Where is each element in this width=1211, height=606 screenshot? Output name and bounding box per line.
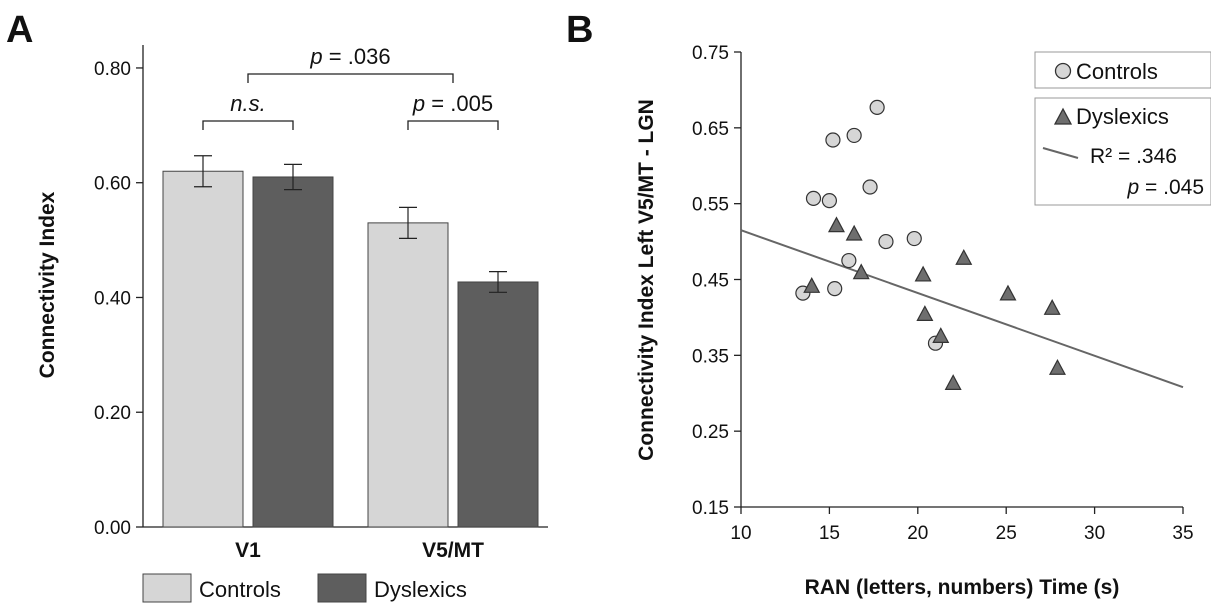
- significance-bracket: [202, 120, 294, 130]
- panel-b: B Connectivity Index Left V5/MT - LGN RA…: [566, 9, 1211, 599]
- b-x-tick-label: 25: [996, 523, 1017, 544]
- legend-triangle-icon: [1053, 107, 1073, 125]
- point-dyslexics: [803, 277, 821, 293]
- bar-dyslexics-v5-mt: [457, 281, 539, 528]
- significance-label: p = .005: [412, 91, 493, 116]
- panel-b-legend: Controls Dyslexics R² = .346 p = .045: [1034, 51, 1211, 206]
- p-value: = .036: [323, 44, 391, 69]
- b-x-tick-label: 10: [730, 523, 751, 544]
- b-y-tick-label: 0.65: [692, 119, 729, 140]
- b-y-tick-label: 0.35: [692, 346, 729, 367]
- point-dyslexics: [827, 216, 845, 233]
- b-x-tick-label: 20: [907, 523, 928, 544]
- panel-a-categories: V1 V5/MT: [235, 539, 484, 562]
- b-y-tick-label: 0.75: [692, 43, 729, 64]
- legend-p-value: = .045: [1139, 176, 1204, 199]
- bar-controls-v1: [162, 170, 244, 528]
- point-dyslexics: [852, 263, 870, 280]
- panel-b-x-axis-title: RAN (letters, numbers) Time (s): [805, 576, 1120, 599]
- significance-label: p = .036: [309, 44, 390, 69]
- point-dyslexics: [932, 327, 950, 343]
- point-dyslexics: [1048, 358, 1066, 375]
- a-y-tick-label: 0.00: [94, 518, 131, 539]
- b-y-tick-label: 0.25: [692, 422, 729, 443]
- b-y-tick-label: 0.15: [692, 498, 729, 519]
- category-label: V1: [235, 539, 261, 562]
- b-x-tick-label: 30: [1084, 523, 1105, 544]
- panel-b-y-axis-title: Connectivity Index Left V5/MT - LGN: [635, 99, 658, 461]
- b-x-tick-label: 35: [1172, 523, 1193, 544]
- significance-label: n.s.: [230, 91, 265, 116]
- panel-a-letter: A: [6, 9, 33, 51]
- fit-line: [740, 229, 1184, 389]
- a-y-tick-label: 0.40: [94, 288, 131, 309]
- point-dyslexics: [1043, 299, 1061, 315]
- panel-b-x-ticks: 10 15 20 25 30 35: [730, 507, 1194, 544]
- legend-label-controls: Controls: [199, 577, 281, 602]
- p-value: = .005: [425, 91, 493, 116]
- point-controls: [869, 99, 885, 115]
- point-controls: [878, 233, 894, 250]
- b-x-tick-label: 15: [819, 523, 840, 544]
- a-y-tick-label: 0.20: [94, 403, 131, 424]
- legend-label-dyslexics: Dyslexics: [374, 577, 467, 602]
- a-y-tick-label: 0.60: [94, 174, 131, 195]
- significance-bracket: [407, 120, 499, 130]
- panel-b-letter: B: [566, 9, 593, 51]
- category-label: V5/MT: [422, 539, 484, 562]
- p-symbol: p: [412, 91, 425, 116]
- legend-circle-icon: [1054, 62, 1072, 80]
- panel-a: A Connectivity Index 0.00 0.20 0.40 0.60 0.8…: [6, 9, 548, 603]
- a-y-tick-label: 0.80: [94, 59, 131, 80]
- point-controls: [825, 132, 841, 148]
- point-controls: [805, 190, 822, 206]
- point-dyslexics: [845, 224, 863, 241]
- legend-dyslexics-label: Dyslexics: [1076, 104, 1169, 129]
- legend-swatch-dyslexics: [317, 573, 367, 603]
- point-controls: [906, 230, 922, 247]
- significance-bracket: [247, 73, 454, 83]
- bar-dyslexics-v1: [252, 176, 334, 528]
- legend-p-stat: p = .045: [1127, 176, 1205, 199]
- point-controls: [846, 127, 862, 144]
- panel-a-y-axis-title: Connectivity Index: [36, 191, 59, 378]
- legend-fit-line-icon: [1042, 147, 1079, 159]
- point-dyslexics: [999, 284, 1017, 301]
- legend-swatch-controls: [142, 573, 192, 603]
- point-dyslexics: [955, 248, 973, 265]
- legend-p-symbol: p: [1127, 176, 1140, 199]
- panel-a-y-ticks: 0.00 0.20 0.40 0.60 0.80: [94, 59, 143, 539]
- bar-controls-v5-mt: [367, 222, 449, 528]
- p-symbol: p: [309, 44, 322, 69]
- legend-controls-label: Controls: [1076, 59, 1158, 84]
- point-controls: [862, 179, 878, 195]
- point-dyslexics: [914, 265, 932, 282]
- b-y-tick-label: 0.45: [692, 271, 729, 292]
- point-dyslexics: [916, 305, 934, 321]
- b-y-tick-label: 0.55: [692, 195, 729, 216]
- panel-a-legend: Controls Dyslexics: [142, 573, 467, 603]
- panel-a-bars: [162, 155, 539, 528]
- legend-r2-stat: R² = .346: [1090, 145, 1177, 168]
- point-controls: [821, 193, 838, 209]
- point-dyslexics: [944, 374, 962, 390]
- point-controls: [827, 281, 843, 297]
- panel-b-y-ticks: 0.15 0.25 0.35 0.45 0.55 0.65 0.75: [692, 43, 741, 519]
- panel-b-points: [795, 99, 1066, 390]
- point-controls: [841, 252, 857, 269]
